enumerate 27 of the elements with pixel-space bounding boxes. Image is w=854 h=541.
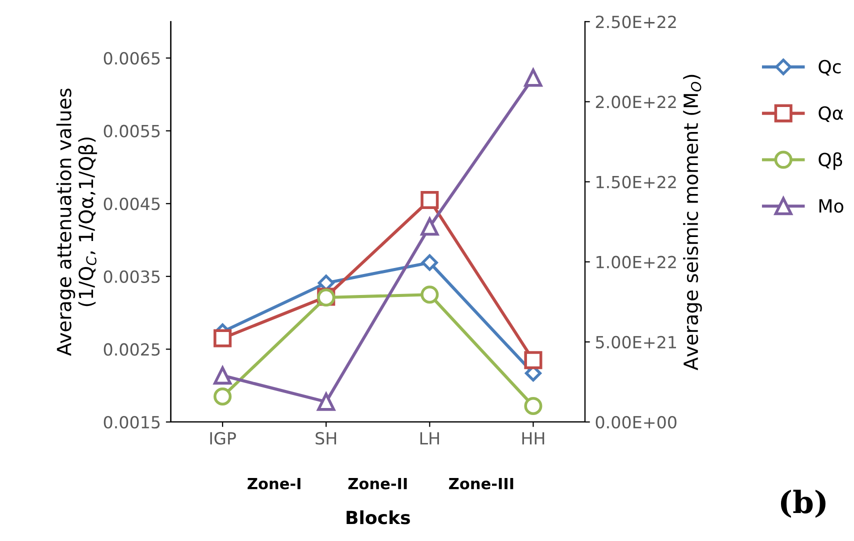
y-tick-label: 0.0045: [104, 198, 160, 210]
legend-label: Qc: [818, 60, 841, 76]
y2-tick-label: 5.00E+21: [596, 336, 676, 348]
y2-tick-label: 2.00E+22: [596, 96, 676, 108]
y2-axis-title: Average seismic moment (M$_{O}$): [683, 74, 702, 370]
y-tick-label: 0.0025: [104, 343, 160, 356]
y2-tick-label: 0.00E+00: [596, 416, 676, 429]
legend-label: Qα: [818, 106, 843, 122]
x-tick-label: SH: [316, 432, 336, 445]
y2-tick-label: 1.00E+22: [596, 256, 676, 268]
y-axis-title: Average attenuation values (1/Q$_{C}$, 1/Qα,1/Qβ): [56, 88, 98, 356]
x-tick-label: IGP: [210, 432, 236, 445]
x-tick-label: HH: [522, 432, 544, 444]
y-tick-label: 0.0015: [104, 416, 160, 429]
y-tick-label: 0.0065: [104, 52, 160, 65]
y-tick-label: 0.0035: [104, 270, 160, 283]
y-tick-label: 0.0055: [104, 124, 160, 138]
x-axis-title: Blocks: [346, 510, 410, 524]
y2-tick-label: 1.50E+22: [596, 176, 676, 188]
text: Zone-III: [449, 478, 514, 490]
text: (b): [780, 490, 826, 518]
legend-label: Qβ: [818, 152, 842, 170]
text: Zone-I: [248, 478, 300, 490]
legend-label: Mo: [819, 199, 844, 213]
x-tick-label: LH: [420, 432, 439, 444]
y2-tick-label: 2.50E+22: [596, 16, 676, 28]
text: Zone-II: [348, 478, 407, 490]
